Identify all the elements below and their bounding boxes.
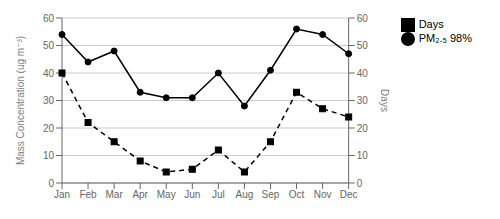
svg-text:20: 20 xyxy=(357,123,369,134)
svg-text:Mar: Mar xyxy=(106,189,124,200)
svg-text:20: 20 xyxy=(43,123,55,134)
svg-text:40: 40 xyxy=(357,68,369,79)
svg-text:10: 10 xyxy=(43,150,55,161)
svg-text:60: 60 xyxy=(43,13,55,24)
svg-text:Sep: Sep xyxy=(262,189,280,200)
html-text:Days: Days xyxy=(418,18,444,30)
svg-text:Nov: Nov xyxy=(314,189,332,200)
svg-text:Feb: Feb xyxy=(79,189,97,200)
svg-text:60: 60 xyxy=(357,13,369,24)
svg-text:Days: Days xyxy=(379,89,390,112)
svg-text:Jul: Jul xyxy=(212,189,225,200)
svg-text:30: 30 xyxy=(357,95,369,106)
html-text:PM₂.₅ 98%: PM₂.₅ 98% xyxy=(418,32,472,45)
svg-text:Dec: Dec xyxy=(340,189,358,200)
svg-text:0: 0 xyxy=(48,178,54,189)
svg-text:Jun: Jun xyxy=(184,189,200,200)
svg-text:Oct: Oct xyxy=(289,189,305,200)
svg-text:50: 50 xyxy=(357,40,369,51)
svg-text:0: 0 xyxy=(357,178,363,189)
svg-text:10: 10 xyxy=(357,150,369,161)
svg-text:30: 30 xyxy=(43,95,55,106)
svg-text:Jan: Jan xyxy=(54,189,70,200)
svg-text:Aug: Aug xyxy=(236,189,254,200)
svg-text:Apr: Apr xyxy=(132,189,148,200)
svg-text:50: 50 xyxy=(43,40,55,51)
svg-text:May: May xyxy=(157,189,176,200)
svg-text:Mass Concentration (ug m⁻³): Mass Concentration (ug m⁻³) xyxy=(15,36,26,165)
svg-text:40: 40 xyxy=(43,68,55,79)
